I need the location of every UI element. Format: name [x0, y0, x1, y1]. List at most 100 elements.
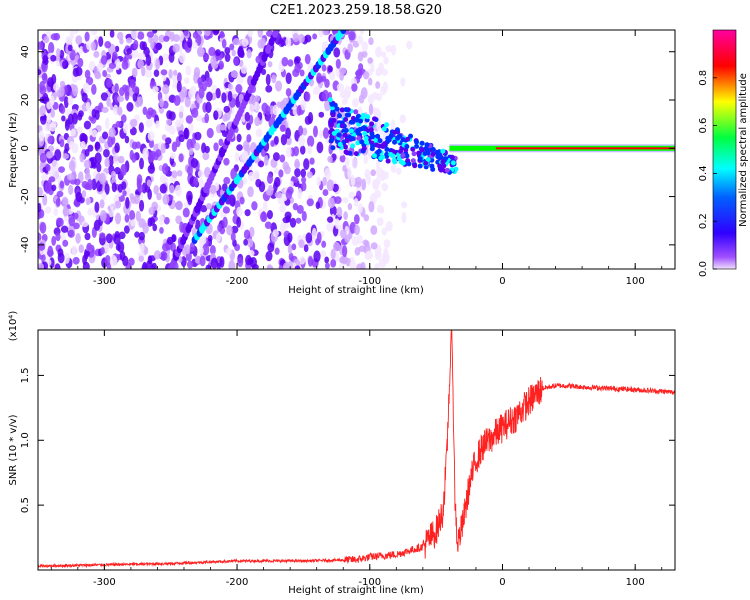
- noise-blob: [54, 149, 62, 161]
- noise-blob: [100, 92, 109, 101]
- cluster-point: [342, 144, 348, 150]
- noise-blob: [58, 86, 65, 97]
- noise-blob: [161, 134, 167, 141]
- noise-blob: [133, 39, 139, 50]
- noise-blob: [59, 139, 65, 148]
- noise-blob: [324, 256, 330, 264]
- noise-blob: [41, 73, 48, 81]
- noise-blob: [291, 243, 297, 251]
- noise-blob: [285, 72, 292, 85]
- cluster-point: [363, 135, 369, 141]
- cluster-point: [381, 126, 387, 132]
- noise-blob: [178, 116, 185, 125]
- spectrogram-x-tick-label: -100: [358, 276, 381, 287]
- noise-blob: [390, 44, 397, 56]
- noise-blob: [62, 60, 69, 69]
- cluster-point: [368, 127, 374, 133]
- noise-blob: [99, 209, 107, 222]
- noise-blob: [176, 72, 182, 83]
- cluster-point: [339, 107, 345, 113]
- noise-blob: [114, 58, 121, 71]
- noise-blob: [273, 167, 279, 175]
- noise-blob: [262, 201, 268, 211]
- noise-blob: [151, 201, 158, 211]
- noise-blob: [247, 257, 254, 265]
- noise-blob: [142, 147, 149, 160]
- cluster-point: [355, 140, 361, 146]
- noise-blob: [263, 154, 269, 166]
- noise-blob: [222, 206, 230, 214]
- noise-blob: [137, 31, 145, 40]
- cluster-point: [425, 157, 431, 163]
- noise-blob: [292, 68, 300, 78]
- noise-blob: [38, 68, 42, 76]
- noise-blob: [151, 262, 157, 269]
- noise-blob: [244, 111, 250, 122]
- noise-blob: [137, 52, 146, 61]
- noise-blob: [360, 87, 368, 100]
- colorbar-gradient: [713, 30, 736, 269]
- noise-blob: [274, 191, 283, 199]
- noise-blob: [241, 38, 249, 47]
- noise-blob: [178, 52, 186, 64]
- noise-blob: [155, 120, 160, 129]
- noise-blob: [324, 262, 330, 269]
- noise-blob: [285, 127, 291, 139]
- noise-blob: [122, 122, 129, 134]
- noise-blob: [361, 41, 369, 52]
- noise-blob: [374, 250, 382, 261]
- noise-blob: [131, 67, 138, 78]
- noise-blob: [292, 32, 299, 43]
- noise-blob: [46, 151, 54, 159]
- noise-blob: [271, 74, 277, 84]
- noise-blob: [117, 95, 125, 103]
- noise-blob: [153, 250, 162, 260]
- noise-blob: [39, 80, 45, 92]
- cluster-point: [437, 163, 443, 169]
- noise-blob: [194, 131, 202, 141]
- track-point: [340, 30, 347, 34]
- noise-blob: [236, 216, 242, 228]
- noise-blob: [336, 83, 345, 92]
- spectrogram-x-tick-label: -200: [226, 276, 249, 287]
- noise-blob: [66, 173, 74, 181]
- noise-blob: [316, 141, 324, 154]
- noise-blob: [342, 90, 350, 100]
- noise-blob: [130, 118, 138, 128]
- noise-blob: [106, 262, 112, 269]
- cluster-point: [377, 138, 383, 144]
- noise-blob: [106, 78, 113, 88]
- noise-blob: [73, 222, 80, 230]
- noise-blob: [136, 174, 143, 186]
- noise-blob: [294, 158, 300, 168]
- noise-blob: [312, 33, 318, 40]
- noise-blob: [84, 232, 91, 241]
- noise-blob: [210, 257, 218, 269]
- cluster-point: [343, 116, 349, 122]
- noise-blob: [155, 149, 162, 158]
- noise-blob: [357, 35, 364, 46]
- noise-blob: [188, 88, 195, 99]
- noise-blob: [47, 135, 55, 145]
- noise-blob: [265, 250, 273, 262]
- noise-blob: [363, 71, 370, 80]
- noise-blob: [117, 183, 123, 193]
- spectrogram-y-tick-label: -20: [20, 188, 31, 204]
- cluster-point: [336, 132, 342, 138]
- noise-blob: [44, 206, 52, 214]
- noise-blob: [348, 30, 356, 41]
- snr-line: [38, 330, 675, 569]
- noise-blob: [187, 122, 194, 134]
- noise-blob: [347, 166, 352, 179]
- noise-blob: [282, 216, 290, 224]
- noise-blob: [176, 80, 182, 93]
- noise-blob: [59, 105, 66, 115]
- noise-blob: [348, 191, 356, 199]
- noise-blob: [39, 221, 47, 234]
- noise-blob: [246, 238, 254, 248]
- noise-blob: [174, 184, 182, 197]
- noise-blob: [93, 219, 101, 231]
- noise-blob: [242, 177, 248, 185]
- noise-blob: [347, 43, 353, 53]
- noise-blob: [343, 211, 348, 220]
